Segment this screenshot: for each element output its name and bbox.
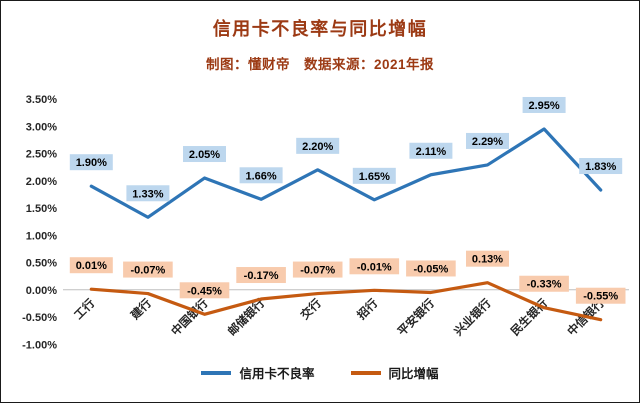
legend-swatch-yoy-change: [350, 370, 381, 375]
legend-item-bad-loan-rate: 信用卡不良率: [201, 363, 315, 382]
data-label-box: [406, 260, 456, 277]
x-category-label: 平安银行: [395, 296, 438, 339]
y-tick-label: 1.50%: [26, 203, 57, 215]
data-label: 2.29%: [472, 136, 503, 148]
data-label-box: [123, 261, 173, 278]
series-line-0: [89, 127, 603, 219]
data-label: -0.01%: [357, 261, 392, 273]
y-tick-label: -0.50%: [22, 312, 57, 324]
x-category-label: 交行: [298, 296, 325, 323]
data-label-box: [69, 257, 113, 274]
x-category-label: 兴业银行: [451, 296, 494, 339]
data-label-box: [126, 185, 170, 202]
data-label-box: [575, 287, 626, 304]
series-line-1: [89, 281, 603, 322]
data-label-box: [522, 96, 566, 113]
y-tick-label: 2.00%: [26, 176, 57, 188]
data-label: -0.33%: [527, 279, 562, 291]
x-category-label: 招行: [354, 296, 381, 323]
y-tick-label: -1.00%: [22, 339, 57, 351]
data-label: 0.01%: [76, 260, 107, 272]
data-label-box: [466, 132, 509, 149]
data-label-box: [349, 258, 400, 275]
data-label-box: [466, 250, 509, 267]
data-label-box: [296, 137, 340, 154]
y-tick-label: 1.00%: [26, 230, 57, 242]
y-tick-label: 0.50%: [26, 258, 57, 270]
data-label: 2.20%: [302, 141, 333, 153]
data-label: 1.66%: [245, 170, 276, 182]
data-label: -0.05%: [413, 263, 448, 275]
data-label-box: [292, 261, 343, 278]
data-label-box: [236, 267, 286, 284]
x-category-label: 建行: [128, 296, 155, 323]
data-label: 1.90%: [76, 157, 107, 169]
data-label-box: [352, 167, 396, 184]
data-label: -0.17%: [244, 270, 279, 282]
data-label-box: [519, 275, 569, 292]
data-label-box: [183, 146, 226, 163]
data-label: 2.95%: [528, 100, 559, 112]
data-label: 2.05%: [189, 149, 220, 161]
data-label: -0.45%: [187, 285, 222, 297]
chart-canvas: 3.50% 3.00% 2.50% 2.00% 1.50% 1.00% 0.50% 0.00%…: [22, 94, 629, 351]
data-label-box: [179, 282, 230, 299]
data-label: 1.83%: [585, 161, 616, 173]
legend-item-yoy-change: 同比增幅: [350, 363, 439, 382]
chart-legend: 信用卡不良率 同比增幅: [1, 363, 639, 382]
chart-subtitle: 制图：懂财帝 数据来源：2021年报: [205, 57, 435, 72]
data-label-box: [69, 154, 113, 171]
data-label-box: [409, 142, 453, 159]
legend-label-yoy-change: 同比增幅: [388, 367, 439, 381]
legend-swatch-bad-loan-rate: [201, 370, 232, 375]
y-tick-label: 2.50%: [26, 149, 57, 161]
data-label: 1.33%: [132, 188, 163, 200]
data-label-box: [239, 167, 283, 184]
data-label: 1.65%: [359, 171, 390, 183]
data-label: 0.13%: [472, 254, 503, 266]
y-tick-label: 3.00%: [26, 121, 57, 133]
data-label: -0.07%: [300, 265, 335, 277]
y-tick-label: 3.50%: [26, 94, 57, 106]
data-label: -0.55%: [583, 291, 618, 303]
data-label: 2.11%: [416, 146, 447, 158]
chart-title: 信用卡不良率与同比增幅: [212, 19, 428, 39]
data-label-box: [579, 158, 623, 175]
x-category-label: 工行: [71, 296, 98, 323]
data-label: -0.07%: [130, 265, 165, 277]
legend-label-bad-loan-rate: 信用卡不良率: [239, 367, 315, 381]
y-tick-label: 0.00%: [26, 285, 57, 297]
